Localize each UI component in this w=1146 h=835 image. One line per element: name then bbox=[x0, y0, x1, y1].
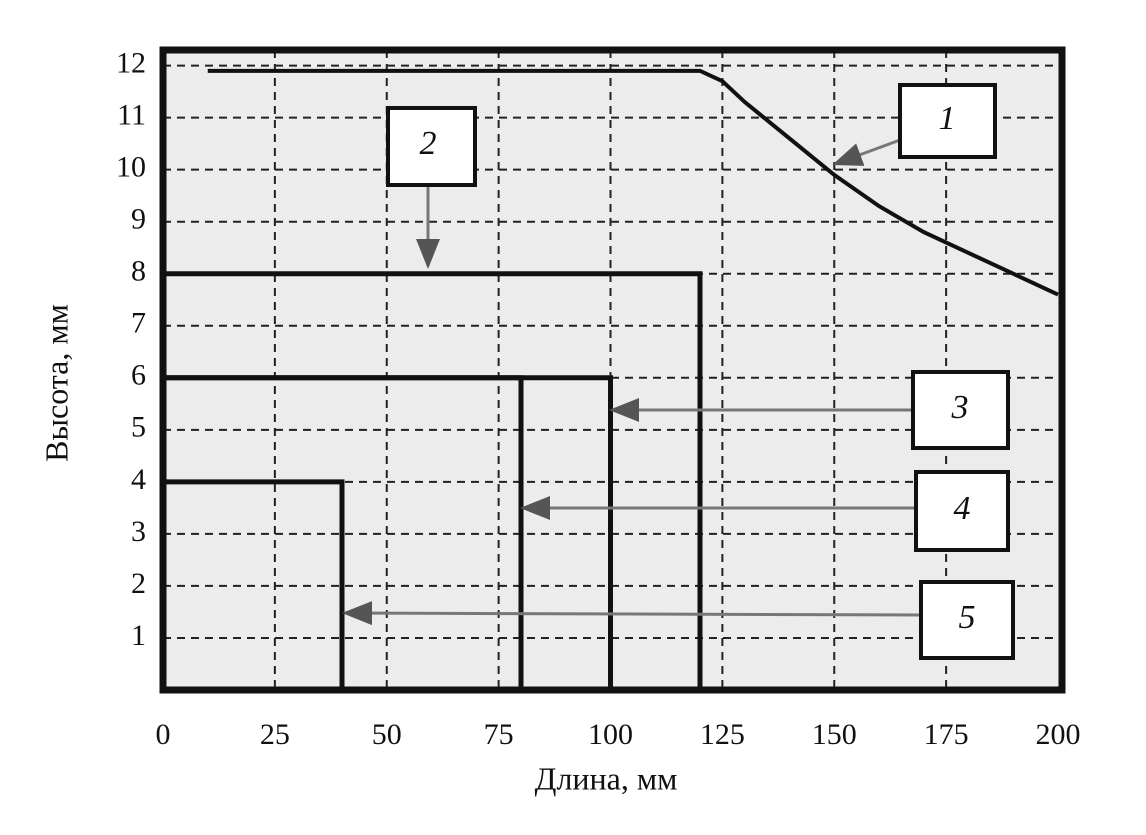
callout: 3 bbox=[609, 370, 1010, 450]
callout-box bbox=[386, 106, 477, 187]
y-tick-label: 8 bbox=[131, 255, 146, 288]
y-tick-label: 9 bbox=[131, 203, 146, 236]
x-tick-label: 125 bbox=[700, 718, 745, 751]
x-tick-label: 150 bbox=[812, 718, 857, 751]
callout: 5 bbox=[342, 580, 1015, 660]
callout: 4 bbox=[520, 470, 1010, 552]
callout: 1 bbox=[832, 83, 997, 166]
callout-label: 4 bbox=[954, 490, 971, 527]
x-tick-label: 175 bbox=[924, 718, 969, 751]
y-tick-label: 4 bbox=[131, 463, 146, 496]
y-tick-label: 6 bbox=[131, 359, 146, 392]
y-tick-label: 3 bbox=[131, 515, 146, 548]
x-tick-label: 0 bbox=[156, 718, 171, 751]
x-axis-label: Длина, мм bbox=[535, 760, 678, 796]
callout-box bbox=[898, 83, 997, 159]
y-tick-label: 1 bbox=[131, 619, 146, 652]
y-tick-label: 2 bbox=[131, 567, 146, 600]
callout-box bbox=[919, 580, 1015, 660]
callout-label: 2 bbox=[420, 125, 437, 162]
y-tick-label: 5 bbox=[131, 411, 146, 444]
y-tick-label: 10 bbox=[116, 151, 146, 184]
callout-box bbox=[914, 470, 1010, 552]
callout-box bbox=[911, 370, 1010, 450]
y-axis-label: Высота, мм bbox=[38, 304, 74, 462]
x-tick-label: 100 bbox=[588, 718, 633, 751]
x-tick-label: 50 bbox=[372, 718, 402, 751]
rectangle bbox=[163, 375, 524, 690]
y-tick-label: 12 bbox=[116, 47, 146, 80]
callout: 2 bbox=[386, 106, 477, 269]
rectangle bbox=[163, 479, 345, 690]
arrow bbox=[832, 138, 901, 166]
y-tick-label: 7 bbox=[131, 307, 146, 340]
callout-label: 5 bbox=[959, 599, 976, 636]
arrow bbox=[342, 601, 922, 626]
plot-frame bbox=[159, 46, 1066, 694]
line bbox=[207, 68, 1059, 297]
x-tick-label: 25 bbox=[260, 718, 290, 751]
rectangle bbox=[163, 271, 703, 690]
callout-label: 1 bbox=[939, 100, 956, 137]
y-tick-label: 11 bbox=[117, 99, 146, 132]
callout-label: 3 bbox=[951, 389, 969, 426]
x-tick-label: 75 bbox=[484, 718, 514, 751]
marks bbox=[163, 68, 1059, 690]
x-tick-label: 200 bbox=[1036, 718, 1081, 751]
